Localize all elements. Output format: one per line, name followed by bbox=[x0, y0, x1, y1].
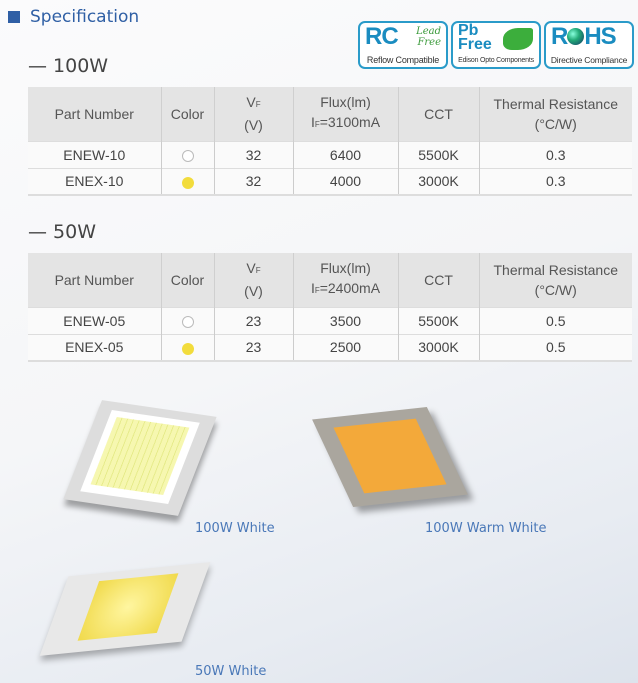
header-thermal: Thermal Resistance (°C/W) bbox=[479, 253, 632, 307]
cct-value: 5500K bbox=[398, 306, 480, 334]
flux-value: 6400 bbox=[293, 140, 399, 168]
vf-value: 32 bbox=[214, 140, 294, 168]
lead-free-text: Lead Free bbox=[416, 26, 441, 48]
pb-free-badge: Pb Free Edison Opto Components bbox=[451, 21, 541, 69]
part-number: ENEX-05 bbox=[28, 333, 162, 362]
rohs-badge: R HS Directive Compliance bbox=[544, 21, 634, 69]
cct-value: 3000K bbox=[398, 333, 480, 362]
header-color: Color bbox=[161, 253, 215, 307]
header-part-number: Part Number bbox=[28, 87, 162, 141]
header-flux: Flux(lm) IF=2400mA bbox=[293, 253, 399, 307]
caption-100w-white: 100W White bbox=[195, 521, 275, 536]
spec-table-50w: Part Number Color VF (V) Flux(lm) IF=2400m… bbox=[28, 253, 632, 362]
table-row: ENEX-10 32 4000 3000K 0.3 bbox=[28, 167, 632, 196]
vf-value: 23 bbox=[214, 333, 294, 362]
thermal-value: 0.3 bbox=[479, 140, 632, 168]
table-header-row: Part Number Color VF (V) Flux(lm) IF=2400m… bbox=[28, 253, 632, 307]
section-title: Specification bbox=[8, 7, 139, 27]
table-row: ENEX-05 23 2500 3000K 0.5 bbox=[28, 333, 632, 362]
header-thermal: Thermal Resistance (°C/W) bbox=[479, 87, 632, 141]
header-part-number: Part Number bbox=[28, 253, 162, 307]
flux-value: 4000 bbox=[293, 167, 399, 196]
vf-value: 23 bbox=[214, 306, 294, 334]
header-color: Color bbox=[161, 87, 215, 141]
header-vf: VF (V) bbox=[214, 253, 294, 307]
section-50w-label: — 50W bbox=[28, 221, 97, 243]
thermal-value: 0.3 bbox=[479, 167, 632, 196]
globe-icon bbox=[567, 28, 585, 45]
cct-value: 3000K bbox=[398, 167, 480, 196]
rc-badge: RC Lead Free Reflow Compatible bbox=[358, 21, 448, 69]
leaf-icon bbox=[503, 28, 533, 50]
table-row: ENEW-05 23 3500 5500K 0.5 bbox=[28, 306, 632, 334]
certification-badges: RC Lead Free Reflow Compatible Pb Free Edis… bbox=[358, 21, 634, 69]
part-number: ENEW-05 bbox=[28, 306, 162, 334]
color-dot-icon bbox=[181, 315, 194, 328]
header-vf: VF (V) bbox=[214, 87, 294, 141]
thermal-value: 0.5 bbox=[479, 333, 632, 362]
color-dot-icon bbox=[181, 176, 194, 189]
header-cct: CCT bbox=[398, 253, 480, 307]
spec-table-100w: Part Number Color VF (V) Flux(lm) IF=3100m… bbox=[28, 87, 632, 196]
flux-value: 3500 bbox=[293, 306, 399, 334]
chip-image-100w-white bbox=[63, 400, 217, 516]
section-100w-label: — 100W bbox=[28, 55, 109, 77]
part-number: ENEX-10 bbox=[28, 167, 162, 196]
table-header-row: Part Number Color VF (V) Flux(lm) IF=3100m… bbox=[28, 87, 632, 141]
part-number: ENEW-10 bbox=[28, 140, 162, 168]
caption-100w-warm-white: 100W Warm White bbox=[425, 521, 547, 536]
header-flux: Flux(lm) IF=3100mA bbox=[293, 87, 399, 141]
chip-image-100w-warm-white bbox=[305, 395, 475, 515]
table-row: ENEW-10 32 6400 5500K 0.3 bbox=[28, 140, 632, 168]
flux-value: 2500 bbox=[293, 333, 399, 362]
color-dot-icon bbox=[181, 342, 194, 355]
header-cct: CCT bbox=[398, 87, 480, 141]
cct-value: 5500K bbox=[398, 140, 480, 168]
thermal-value: 0.5 bbox=[479, 306, 632, 334]
square-bullet-icon bbox=[8, 11, 20, 23]
color-dot-icon bbox=[181, 149, 194, 162]
caption-50w-white: 50W White bbox=[195, 664, 267, 679]
chip-image-50w-white bbox=[39, 555, 211, 660]
vf-value: 32 bbox=[214, 167, 294, 196]
